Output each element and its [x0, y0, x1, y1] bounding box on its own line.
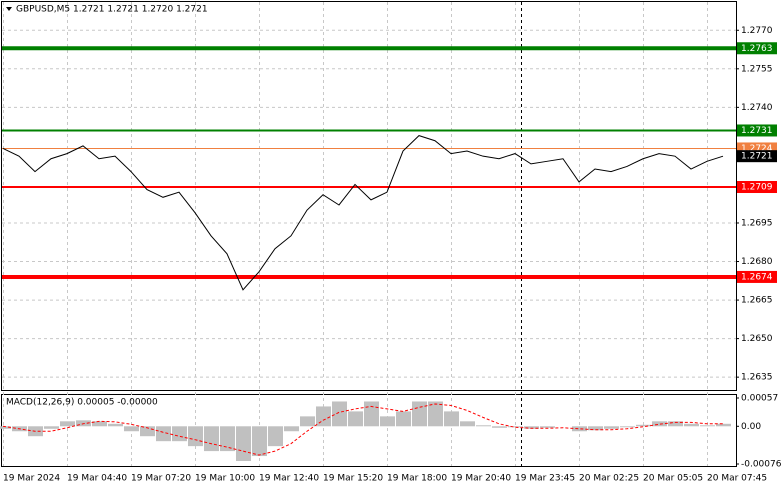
macd-bar [204, 426, 219, 452]
x-tick-label: 19 Mar 2024 [3, 474, 60, 484]
level-label: 1.2674 [741, 272, 773, 282]
macd-bar [44, 426, 59, 429]
macd-bar [508, 426, 523, 428]
macd-bar [604, 426, 619, 429]
chart-title: GBPUSD,M5 1.2721 1.2721 1.2720 1.2721 [16, 5, 208, 15]
x-tick-label: 19 Mar 10:00 [195, 474, 255, 484]
macd-bar [444, 411, 459, 427]
macd-bar [716, 423, 731, 427]
last-price-box [737, 150, 777, 163]
x-tick-label: 19 Mar 15:20 [323, 474, 383, 484]
macd-bar [172, 426, 187, 442]
macd-bar [684, 423, 699, 427]
level-label: 1.2709 [741, 183, 773, 193]
level-label-box [737, 270, 777, 283]
macd-bar [156, 426, 171, 442]
macd-bar [668, 421, 683, 427]
y-tick-label: 1.2755 [741, 64, 773, 74]
x-tick-label: 20 Mar 02:25 [579, 474, 639, 484]
macd-bar [396, 411, 411, 427]
macd-bar [364, 401, 379, 427]
macd-bar [140, 426, 155, 437]
x-tick-label: 19 Mar 20:40 [451, 474, 511, 484]
macd-bar [124, 426, 139, 432]
x-tick-label: 20 Mar 05:05 [643, 474, 703, 484]
x-tick-label: 19 Mar 07:20 [131, 474, 191, 484]
signal-line [2, 403, 723, 456]
macd-bar [236, 426, 251, 462]
y-tick-label: 1.2680 [741, 257, 773, 267]
price-line [2, 135, 724, 291]
y-tick-label: 0.00057 [741, 394, 778, 404]
y-tick-label: 0.00 [741, 422, 761, 432]
macd-bar [652, 421, 667, 427]
macd-bar [108, 423, 123, 427]
macd-bar [700, 425, 715, 427]
last-price-label: 1.2721 [741, 152, 773, 162]
macd-bar [300, 416, 315, 427]
level-label-box [737, 124, 777, 137]
macd-bar [636, 424, 651, 427]
macd-bar [284, 426, 299, 432]
macd-bar [268, 426, 283, 447]
macd-bar [428, 401, 443, 427]
level-label: 1.2731 [741, 126, 773, 136]
macd-bar [0, 426, 11, 429]
macd-bar [188, 426, 203, 447]
x-tick-label: 19 Mar 12:40 [259, 474, 319, 484]
y-tick-label: 1.2770 [741, 26, 773, 36]
macd-bar [60, 421, 75, 427]
macd-bar [460, 421, 475, 427]
macd-bar [524, 426, 539, 429]
macd-bar [380, 416, 395, 427]
macd-bar [476, 425, 491, 427]
x-tick-label: 19 Mar 04:40 [67, 474, 127, 484]
level-label: 1.2763 [741, 44, 773, 54]
level-label-box [737, 42, 777, 55]
macd-bar [252, 426, 267, 457]
level-label: 1.2724 [741, 144, 773, 154]
macd-bar [572, 426, 587, 432]
macd-bar [332, 401, 347, 427]
macd-bar [492, 426, 507, 428]
macd-bar [540, 426, 555, 428]
symbol-arrow [6, 7, 12, 11]
macd-bar [348, 411, 363, 427]
macd-panel-border [1, 394, 737, 467]
y-tick-label: 1.2740 [741, 103, 773, 113]
x-tick-label: 20 Mar 07:45 [707, 474, 767, 484]
macd-bar [92, 421, 107, 427]
macd-bar [412, 401, 427, 427]
x-tick-label: 19 Mar 18:00 [387, 474, 447, 484]
y-tick-label: 1.2665 [741, 296, 773, 306]
y-tick-label: 1.2650 [741, 334, 773, 344]
y-tick-label: 1.2635 [741, 373, 773, 383]
main-panel-border [1, 1, 737, 391]
macd-bar [620, 426, 635, 428]
x-tick-label: 19 Mar 23:45 [515, 474, 575, 484]
macd-bar [220, 426, 235, 452]
y-tick-label: -0.00076 [741, 460, 781, 470]
macd-bar [588, 426, 603, 431]
level-label-box [737, 181, 777, 194]
macd-title: MACD(12,26,9) 0.00005 -0.00000 [6, 398, 158, 408]
macd-bar [316, 406, 331, 427]
y-tick-label: 1.2695 [741, 218, 773, 228]
